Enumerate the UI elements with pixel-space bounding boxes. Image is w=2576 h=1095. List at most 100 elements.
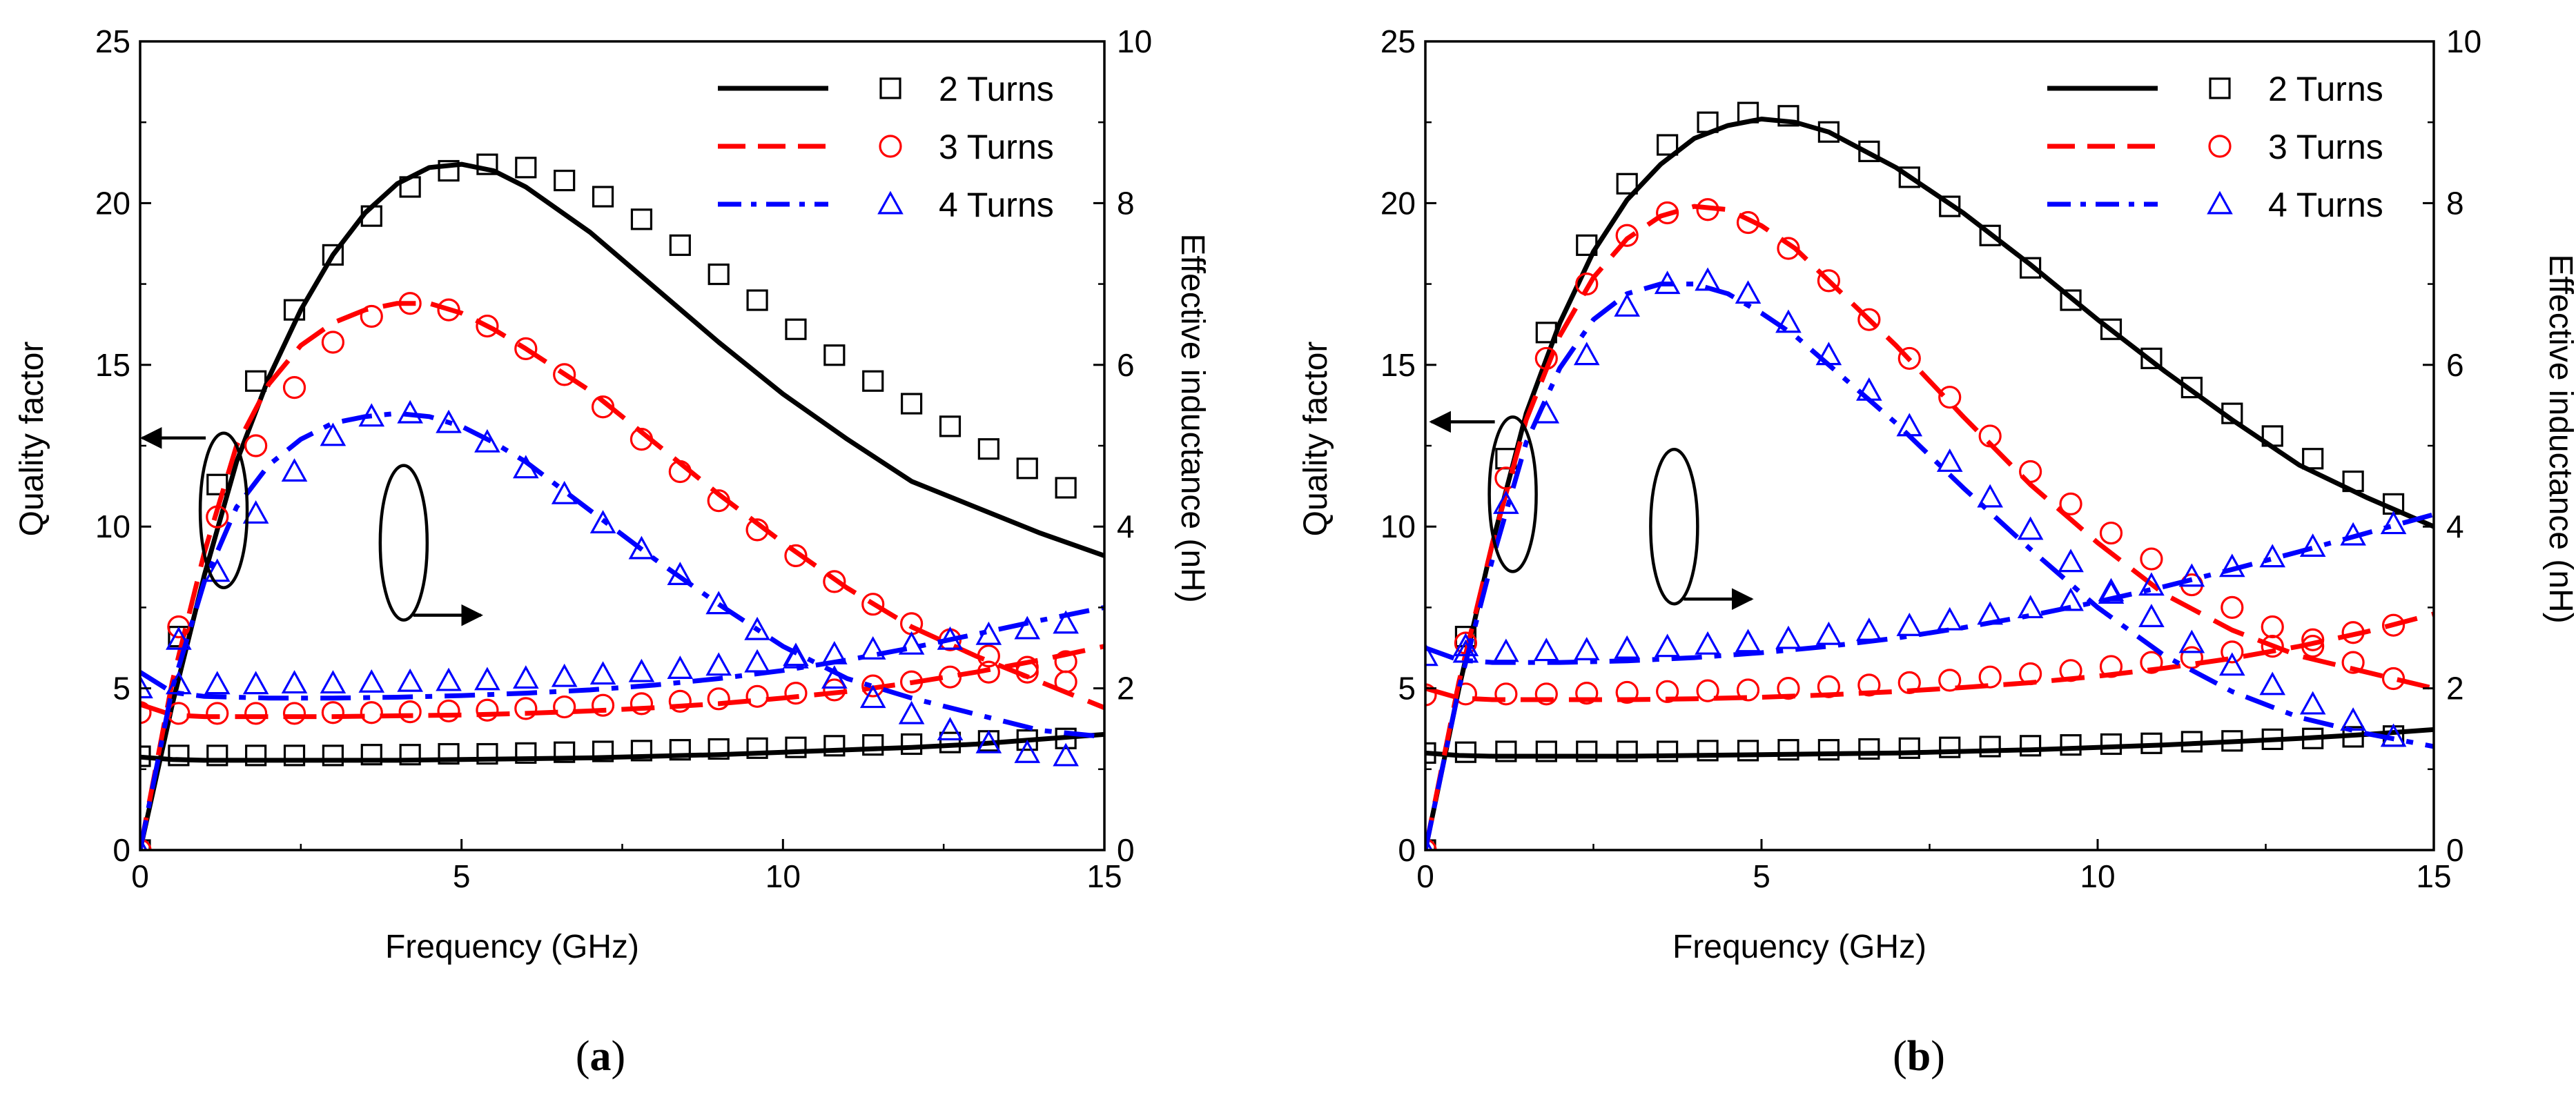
data-point [360, 744, 382, 766]
legend-label: 2 Turns [2268, 70, 2383, 108]
y2-tick-label: 10 [1117, 23, 1152, 59]
data-point [2180, 646, 2203, 669]
data-point [2100, 733, 2123, 756]
data-point [823, 735, 846, 757]
data-point [707, 687, 730, 711]
data-point [398, 292, 422, 315]
data-point [823, 344, 846, 366]
data-point [2341, 621, 2365, 644]
data-point [399, 176, 421, 198]
data-point [321, 701, 344, 724]
data-point [669, 234, 691, 256]
data-point [1055, 477, 1077, 499]
data-point [975, 621, 1002, 645]
data-point [975, 729, 1002, 753]
data-point [592, 740, 614, 762]
data-point [823, 678, 846, 702]
data-point [1815, 342, 1842, 366]
y-tick-label: 25 [1380, 23, 1416, 59]
series-markers-2-turns-l [1425, 725, 2405, 764]
data-point [2098, 580, 2125, 604]
data-point [1696, 679, 1719, 702]
series-markers-4-turns-l [1425, 511, 2407, 667]
data-point [1016, 457, 1038, 480]
data-point [1493, 638, 1519, 662]
legend-label: 4 Turns [939, 186, 1054, 224]
data-point [245, 744, 267, 767]
data-point [746, 737, 768, 759]
data-point [397, 399, 423, 424]
data-point [399, 744, 421, 766]
data-point [859, 684, 886, 709]
series-line-4-turns-q [1425, 282, 2434, 850]
data-point [166, 626, 192, 650]
data-point [1053, 742, 1079, 767]
data-point [667, 655, 694, 679]
data-point [436, 409, 462, 433]
y-tick-label: 0 [113, 832, 130, 868]
data-point [2221, 595, 2244, 620]
data-point [140, 675, 153, 699]
data-point [1654, 270, 1681, 295]
data-point [744, 616, 770, 640]
data-point [283, 744, 306, 767]
data-point [2221, 402, 2243, 424]
data-point [744, 649, 770, 673]
data-point [1938, 386, 1962, 409]
x-tick-label: 5 [453, 858, 471, 894]
data-point [1775, 625, 1802, 649]
data-point [628, 658, 655, 682]
series-markers-3-turns-l [140, 650, 1077, 725]
x-axis-label: Frequency (GHz) [1672, 929, 1926, 965]
data-point [1978, 665, 2002, 689]
data-point [2019, 460, 2042, 484]
annotation-right-axis [378, 464, 483, 627]
data-point [705, 591, 732, 615]
data-point [436, 667, 462, 691]
x-tick-label: 0 [1416, 858, 1434, 894]
data-point [628, 535, 655, 560]
legend-label: 2 Turns [939, 70, 1054, 108]
data-point [2140, 347, 2163, 370]
series-markers-4-turns-l [140, 610, 1079, 699]
data-point [1858, 140, 1880, 162]
data-point [553, 363, 576, 386]
data-point [2342, 726, 2364, 748]
data-point [1735, 629, 1762, 653]
data-point [1535, 322, 1557, 344]
data-point [1737, 101, 1759, 124]
data-point [1775, 309, 1802, 333]
y2-tick-label: 0 [1117, 832, 1135, 868]
data-point [1817, 269, 1840, 293]
data-point [1615, 224, 1639, 247]
data-point [1533, 399, 1560, 424]
data-point [1014, 615, 1041, 640]
data-point [360, 304, 383, 328]
y2-tick-label: 6 [2446, 347, 2464, 383]
data-point [2302, 727, 2324, 749]
y-tick-label: 20 [1380, 185, 1416, 221]
data-point [2140, 651, 2163, 674]
data-point [1425, 742, 1436, 764]
data-point [2180, 731, 2203, 753]
data-point [397, 668, 423, 692]
data-point [321, 331, 344, 354]
data-point [2020, 735, 2042, 757]
data-point [937, 717, 964, 741]
panel-label: (b) [1893, 1033, 1945, 1080]
data-point [1695, 631, 1721, 655]
data-point [320, 670, 347, 694]
data-point [1857, 308, 1881, 331]
data-point [2140, 547, 2163, 571]
annotation-left-axis [1429, 411, 1538, 573]
data-point [1454, 741, 1477, 763]
data-point [140, 745, 151, 767]
data-point [861, 593, 885, 616]
data-point [358, 669, 385, 693]
data-point [784, 682, 808, 705]
data-point [937, 626, 964, 650]
data-point [2302, 448, 2324, 470]
data-point [2099, 655, 2123, 678]
